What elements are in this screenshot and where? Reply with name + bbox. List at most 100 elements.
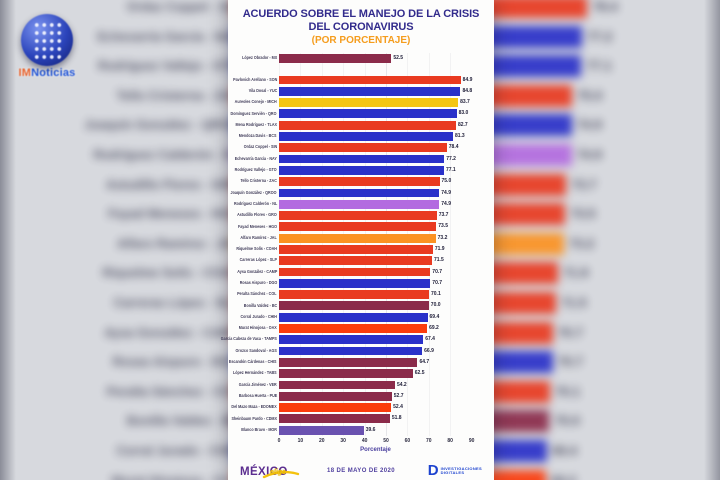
- channel-name-prefix: IM: [18, 67, 32, 79]
- news-globe-icon: [21, 14, 73, 66]
- chart-row: Astudillo Flores - GRO 73.7: [228, 210, 494, 221]
- row-label: Carreras López - SLP: [239, 257, 277, 263]
- row-label: Rodríguez Vallejo - GTO: [234, 167, 277, 173]
- background-row-value: 70.7: [557, 354, 583, 370]
- row-bar-track: 75.0: [279, 177, 494, 187]
- chart-row: Pavlovich Arellano - SON 84.9: [228, 74, 494, 85]
- row-label: Escandón Cárdenas - CHIS: [229, 359, 277, 365]
- row-value: 73.7: [438, 212, 449, 219]
- chart-row: Domínguez Servién - QRO 83.0: [228, 108, 494, 119]
- background-row-label: Ordaz Coppel - SIN: [126, 0, 240, 14]
- row-bar: [279, 357, 418, 367]
- background-row-label: Bonilla Valdez - BC: [126, 414, 240, 429]
- row-bar: [279, 290, 429, 299]
- row-bar: [279, 335, 424, 345]
- mexico-elige-wordmark: MÉXICO: [240, 466, 288, 479]
- x-axis-label: Porcentaje: [360, 447, 391, 454]
- row-label: Fayad Meneses - HGO: [237, 223, 277, 229]
- background-row-label: Alfaro Ramírez - JAL: [117, 236, 240, 251]
- row-value: 77.1: [445, 166, 456, 173]
- row-value: 66.9: [424, 347, 434, 354]
- row-bar-track: 51.8: [279, 414, 494, 424]
- row-label: Echevarría García - NAY: [234, 155, 277, 161]
- row-bar-track: 69.4: [279, 312, 494, 322]
- row-label: Mendoza Davis - BCS: [239, 133, 277, 139]
- x-tick: 30: [340, 438, 346, 445]
- chart-row: Rosas Aispuro - DGO 70.7: [228, 278, 494, 289]
- row-bar: [279, 177, 440, 187]
- card-footer: MÉXICO elige 18 DE MAYO DE 2020 D INVEST…: [228, 462, 494, 480]
- background-row-value: 73.5: [570, 206, 596, 222]
- chart-row: Joaquín González - QROO 74.9: [228, 187, 494, 198]
- row-bar-track: 71.9: [279, 245, 494, 254]
- row-label: García Cabeza de Vaca - TAMPS: [220, 336, 277, 342]
- row-value: 71.5: [434, 257, 444, 264]
- yellow-swoosh-icon: [262, 471, 300, 479]
- row-label: Alfaro Ramírez - JAL: [240, 234, 277, 240]
- row-label: Ordaz Coppel - SIN: [243, 144, 277, 150]
- row-value: 64.7: [419, 358, 430, 365]
- row-bar-track: 83.7: [279, 98, 494, 107]
- row-bar: [279, 143, 447, 153]
- background-row-value: 74.9: [576, 147, 602, 162]
- background-row-value: 78.4: [592, 0, 618, 14]
- row-label: Sheinbaum Pardo - CDMX: [231, 415, 277, 421]
- row-label: Blanco Bravo - MOR: [241, 426, 277, 432]
- row-label: Murat Hinojosa - OAX: [239, 325, 277, 331]
- row-value: 77.2: [446, 155, 456, 162]
- row-label: Domínguez Servién - QRO: [231, 110, 277, 116]
- background-row-label: Murat Hinojosa - OAX: [112, 468, 240, 480]
- row-bar: [279, 414, 390, 424]
- row-bar-track: 52.7: [279, 391, 494, 401]
- row-bar-track: 71.5: [279, 256, 494, 266]
- chart-row: Mendoza Davis - BCS 81.3: [228, 131, 494, 142]
- row-bar: [279, 222, 437, 232]
- chart-row: Barbosa Huerta - PUE 52.7: [228, 391, 494, 402]
- chart-row: Echevarría García - NAY 77.2: [228, 153, 494, 164]
- background-row-label: Aysa González - CAMP: [104, 325, 240, 340]
- background-row-label: Peralta Sánchez - COL: [106, 384, 240, 399]
- background-row-value: 70.7: [557, 324, 583, 340]
- row-bar: [279, 86, 461, 96]
- president-governors-gap: [228, 64, 494, 74]
- row-bar-track: 69.2: [279, 324, 494, 333]
- channel-name: IMNoticias: [12, 67, 82, 79]
- row-label: Joaquín González - QROO: [231, 189, 277, 195]
- row-label: Mena Rodríguez - TLAX: [235, 121, 277, 127]
- chart-row: Alfaro Ramírez - JAL 73.2: [228, 232, 494, 243]
- row-bar-track: 73.2: [279, 233, 494, 243]
- row-bar: [279, 312, 428, 322]
- chart-row: Blanco Bravo - MOR 39.6: [228, 425, 494, 436]
- row-bar-track: 78.4: [279, 143, 494, 153]
- chart-row: García Jiménez - VER 54.2: [228, 379, 494, 390]
- row-label: Vila Dosal - YUC: [248, 87, 277, 93]
- background-row-label: Rodríguez Vallejo - GTO: [97, 59, 240, 74]
- row-bar: [279, 425, 364, 435]
- row-label: Rodríguez Calderón - NL: [233, 200, 277, 206]
- chart-row: García Cabeza de Vaca - TAMPS 67.4: [220, 334, 494, 345]
- row-bar-track: 73.7: [279, 211, 494, 220]
- row-bar: [279, 132, 453, 141]
- background-row-label: Riquelme Solís - COAH: [102, 266, 240, 281]
- row-bar-track: 77.2: [279, 154, 494, 164]
- row-bar-track: 54.2: [279, 380, 494, 390]
- background-row-value: 73.2: [568, 235, 595, 251]
- row-label: García Jiménez - VER: [238, 381, 277, 387]
- row-value: 83.7: [460, 99, 470, 106]
- row-bar-track: 64.7: [279, 357, 494, 367]
- row-value: 51.8: [391, 415, 402, 422]
- x-tick: 20: [319, 438, 325, 445]
- investigaciones-digitales-logo: D INVESTIGACIONES DIGITALES: [418, 463, 482, 478]
- row-label: Astudillo Flores - GRO: [237, 212, 277, 218]
- row-bar-track: 70.1: [279, 290, 494, 299]
- background-row-value: 77.2: [586, 28, 613, 44]
- row-bar-track: 83.0: [279, 109, 494, 119]
- row-bar: [279, 391, 392, 401]
- row-value: 54.2: [396, 381, 407, 388]
- chart-row: Ordaz Coppel - SIN 78.4: [228, 142, 494, 153]
- row-label: Del Mazo Maza - EDOMEX: [231, 404, 277, 410]
- row-bar-track: 77.1: [279, 165, 494, 175]
- row-value: 52.5: [393, 55, 404, 62]
- chart-row: Murat Hinojosa - OAX 69.2: [228, 323, 494, 334]
